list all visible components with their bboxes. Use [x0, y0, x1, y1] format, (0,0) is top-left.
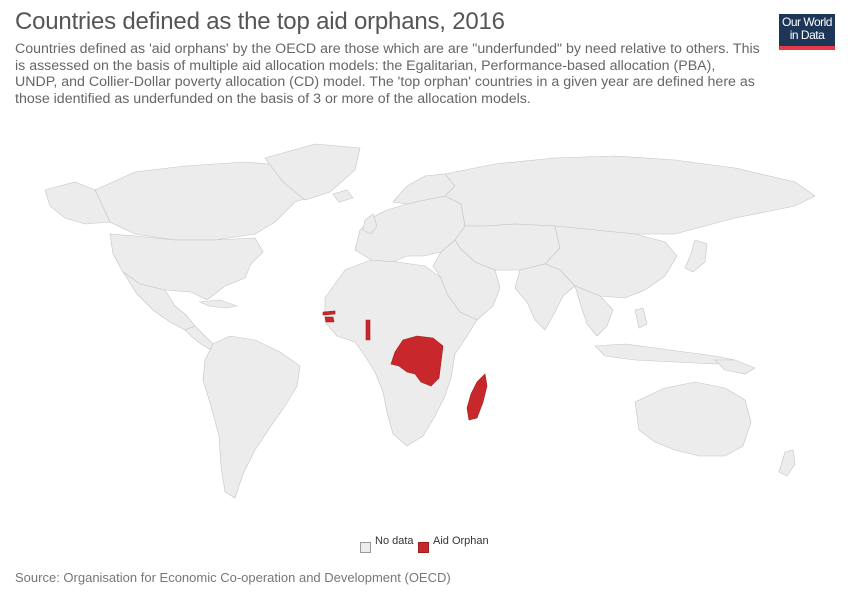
country-alaska[interactable] — [44, 181, 111, 225]
legend-label-no-data: No data — [375, 535, 414, 547]
legend-item-no-data[interactable]: No data — [360, 535, 414, 553]
legend-swatch-aid-orphan — [418, 542, 429, 553]
country-southeast-asia[interactable] — [574, 285, 614, 337]
chart-subtitle: Countries defined as 'aid orphans' by th… — [15, 41, 760, 107]
country-cuba[interactable] — [198, 299, 238, 309]
country-madagascar[interactable] — [466, 373, 488, 421]
country-togo[interactable] — [365, 319, 371, 341]
world-map[interactable] — [15, 130, 835, 530]
country-south-america[interactable] — [202, 335, 301, 499]
legend-label-aid-orphan: Aid Orphan — [433, 535, 489, 547]
country-guinea-bissau[interactable] — [324, 316, 335, 323]
legend-swatch-no-data — [360, 542, 371, 553]
country-dr-congo[interactable] — [390, 335, 444, 387]
owid-logo[interactable]: Our World in Data — [779, 14, 835, 50]
logo-line-2: in Data — [789, 28, 825, 42]
country-india[interactable] — [514, 263, 576, 331]
country-indonesia[interactable] — [594, 343, 736, 365]
country-gambia[interactable] — [322, 310, 336, 316]
country-philippines[interactable] — [634, 307, 648, 329]
country-uk[interactable] — [362, 213, 378, 235]
country-japan[interactable] — [684, 239, 708, 273]
chart-title: Countries defined as the top aid orphans… — [15, 8, 505, 35]
country-papua-new-guinea[interactable] — [714, 359, 756, 375]
country-russia[interactable] — [444, 155, 816, 235]
country-australia[interactable] — [634, 381, 752, 457]
legend-item-aid-orphan[interactable]: Aid Orphan — [418, 535, 489, 553]
country-usa[interactable] — [109, 233, 264, 301]
country-central-america[interactable] — [184, 325, 214, 351]
source-note[interactable]: Source: Organisation for Economic Co-ope… — [15, 570, 451, 585]
logo-line-1: Our World — [782, 15, 832, 29]
country-canada[interactable] — [94, 161, 336, 241]
country-new-zealand[interactable] — [778, 449, 796, 477]
country-iceland[interactable] — [332, 189, 354, 203]
country-greenland[interactable] — [264, 143, 361, 201]
